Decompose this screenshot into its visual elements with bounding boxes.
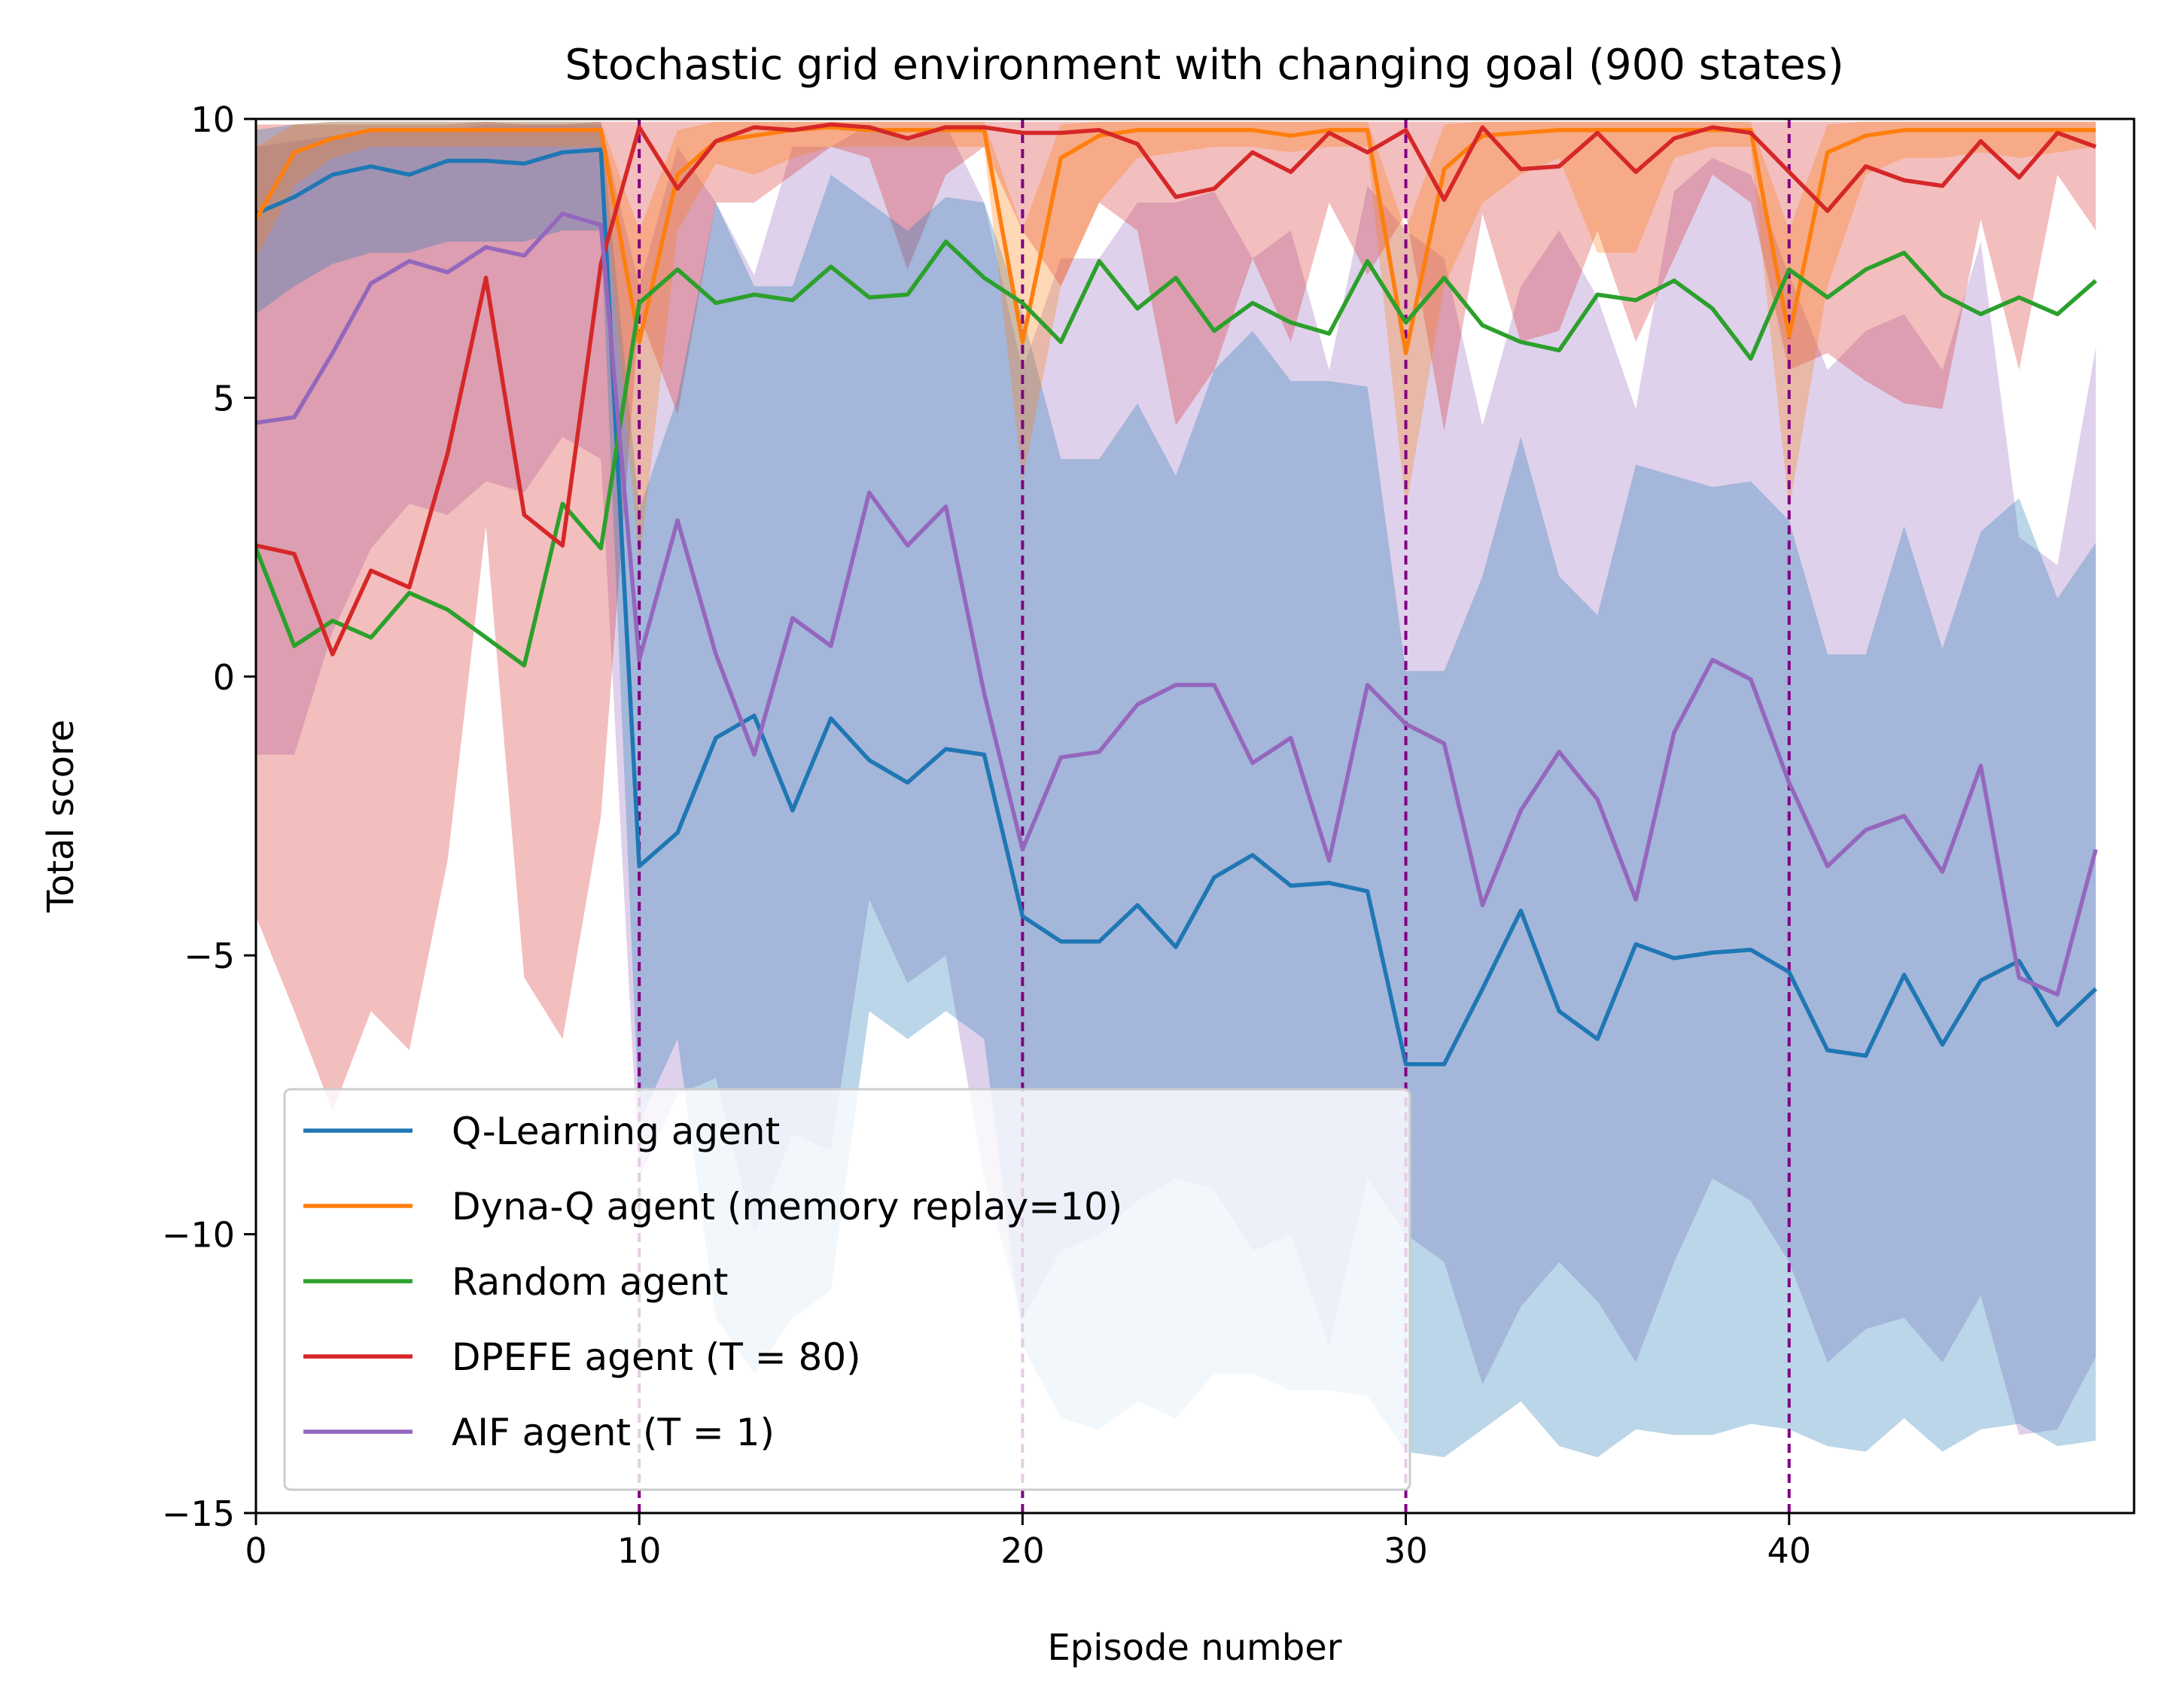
y-tick-label: 0 — [213, 657, 235, 698]
x-axis-label: Episode number — [1047, 1627, 1341, 1669]
y-tick-label: 5 — [213, 378, 235, 419]
legend-box — [283, 1088, 1411, 1491]
series-line-dyna-q-agent-memory-replay-10 — [256, 125, 2096, 355]
y-tick-label: −10 — [162, 1215, 235, 1256]
series-line-dpefe-agent-t-80 — [256, 122, 2097, 656]
legend-label-dyna-q-agent-memory-replay-10: Dyna-Q agent (memory replay=10) — [452, 1185, 1122, 1228]
legend-label-random-agent: Random agent — [452, 1260, 728, 1304]
x-tick-label: 0 — [245, 1530, 266, 1571]
series-lines — [256, 122, 2098, 1067]
band-dpefe-agent-t-80 — [256, 121, 2096, 1112]
x-tick-label: 30 — [1384, 1530, 1428, 1571]
series-line-aif-agent-t-1 — [256, 212, 2098, 997]
y-axis-label: Total score — [40, 720, 82, 913]
legend: Q-Learning agent Dyna-Q agent (memory rep… — [283, 1088, 1411, 1491]
y-tick-label: −5 — [184, 936, 235, 976]
x-tick-label: 40 — [1767, 1530, 1811, 1571]
x-tick-label: 20 — [1000, 1530, 1045, 1571]
legend-label-dpefe-agent-t-80: DPEFE agent (T = 80) — [452, 1335, 861, 1379]
plot-frame — [254, 117, 2136, 1515]
axis-ticks: 0 10 20 30 40 10 5 0 −5 −10 −15 — [162, 99, 1811, 1571]
legend-label-aif-agent-t-1: AIF agent (T = 1) — [452, 1411, 775, 1454]
legend-label-q-learning-agent: Q-Learning agent — [452, 1110, 780, 1153]
x-tick-label: 10 — [617, 1530, 662, 1571]
chart-title: Stochastic grid environment with changin… — [565, 41, 1844, 90]
y-tick-label: 10 — [190, 99, 235, 140]
series-line-random-agent — [256, 239, 2097, 668]
y-tick-label: −15 — [162, 1493, 235, 1534]
band-aif-agent-t-1 — [256, 124, 2096, 1436]
band-dyna-q-agent-memory-replay-10 — [256, 121, 2096, 565]
series-line-q-learning-agent — [256, 147, 2097, 1067]
